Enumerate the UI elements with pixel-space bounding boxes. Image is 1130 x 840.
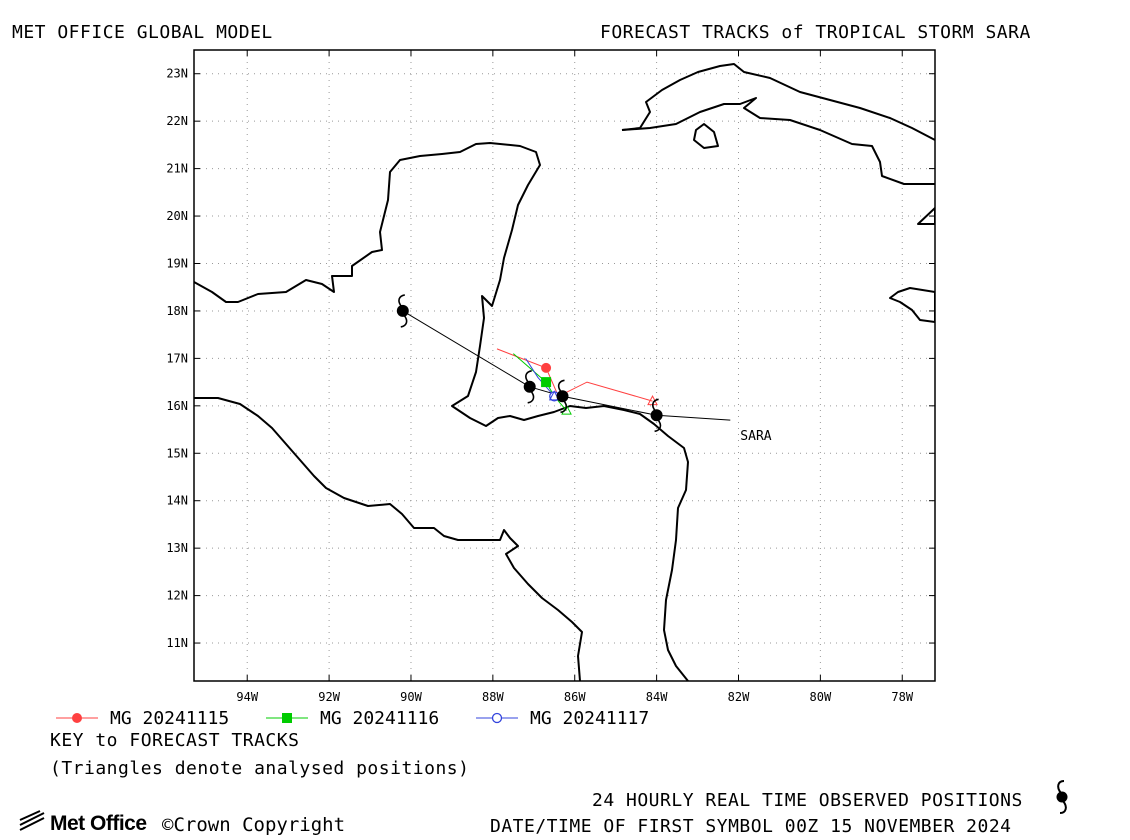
marker-mg-20241116	[541, 377, 552, 388]
observed-position-symbol-icon	[1056, 780, 1068, 814]
coastline-jamaica	[889, 287, 935, 323]
y-tick-label: 11N	[166, 636, 188, 650]
legend-label: MG 20241116	[320, 708, 440, 729]
chart-title: FORECAST TRACKS of TROPICAL STORM SARA	[600, 22, 1031, 43]
hurricane-arm	[557, 379, 565, 393]
x-tick-label: 92W	[318, 690, 340, 704]
observed-position-hurricane-icon	[650, 398, 663, 433]
coastline-pacific	[194, 397, 583, 681]
y-tick-label: 18N	[166, 304, 188, 318]
legend-label: MG 20241117	[530, 708, 650, 729]
hurricane-arm	[398, 294, 405, 308]
hurricane-eye	[396, 304, 409, 317]
hurricane-eye	[523, 380, 536, 393]
coastline-hispaniola	[917, 207, 935, 225]
track-layer	[396, 294, 731, 433]
observed-positions-note: 24 HOURLY REAL TIME OBSERVED POSITIONS	[592, 790, 1023, 811]
x-tick-label: 78W	[891, 690, 913, 704]
brand-name: Met Office	[50, 812, 147, 835]
track-line-mg-20241117	[525, 358, 555, 397]
track-line-mg-20241116	[512, 353, 567, 411]
grid	[194, 50, 935, 681]
x-tick-label: 94W	[236, 690, 258, 704]
marker-mg-20241115	[541, 362, 552, 373]
hurricane-arm	[400, 314, 408, 328]
y-tick-label: 17N	[166, 351, 188, 365]
y-tick-label: 16N	[166, 399, 188, 413]
coastline-cuba	[621, 63, 935, 141]
legend-triangles-note: (Triangles denote analysed positions)	[50, 758, 470, 779]
hurricane-eye	[556, 390, 569, 403]
observed-position-hurricane-icon	[396, 294, 409, 328]
copyright-notice: ©Crown Copyright	[162, 814, 346, 836]
x-tick-label: 88W	[482, 690, 504, 704]
observed-position-hurricane-icon	[556, 379, 569, 414]
legend-key-title: KEY to FORECAST TRACKS	[50, 730, 300, 751]
y-tick-label: 14N	[166, 494, 188, 508]
legend-marker-mg-20241115-icon	[56, 713, 98, 723]
x-tick-label: 90W	[400, 690, 422, 704]
x-tick-label: 80W	[810, 690, 832, 704]
y-tick-label: 12N	[166, 589, 188, 603]
legend-label: MG 20241115	[110, 708, 230, 729]
y-tick-label: 19N	[166, 256, 188, 270]
y-tick-label: 20N	[166, 209, 188, 223]
y-tick-label: 23N	[166, 67, 188, 81]
coastlines	[194, 63, 935, 681]
hurricane-eye	[650, 409, 663, 422]
observed-track-extension	[656, 414, 731, 421]
x-tick-label: 84W	[646, 690, 668, 704]
x-tick-label: 86W	[564, 690, 586, 704]
storm-name-label: SARA	[740, 429, 771, 444]
first-symbol-datetime: DATE/TIME OF FIRST SYMBOL 00Z 15 NOVEMBE…	[490, 816, 1012, 837]
coastline-cuba-south	[621, 97, 935, 185]
legend-marker-mg-20241117-icon	[476, 712, 518, 724]
hurricane-arm	[654, 418, 662, 433]
axis-labels: 94W 92W 90W 88W 86W 84W 82W 80W 78W 11N 12N 13N 14N 1…	[166, 50, 935, 704]
y-tick-label: 21N	[166, 162, 188, 176]
hurricane-arm	[527, 390, 535, 404]
hurricane-arm	[651, 398, 659, 412]
hurricane-arm	[525, 370, 532, 384]
analysed-triangle-mg-20241117	[548, 390, 560, 401]
x-tick-label: 82W	[728, 690, 750, 704]
met-office-logo-icon	[19, 810, 45, 831]
hurricane-arm	[560, 399, 568, 414]
coastline-mexico	[194, 142, 689, 681]
y-tick-label: 15N	[166, 446, 188, 460]
y-tick-label: 13N	[166, 541, 188, 555]
observed-position-hurricane-icon	[523, 370, 536, 404]
legend-marker-mg-20241116-icon	[266, 713, 308, 723]
observed-track-line	[402, 310, 657, 416]
plot-frame	[193, 49, 936, 682]
model-title: MET OFFICE GLOBAL MODEL	[12, 22, 273, 43]
coastline-isla-juventud	[693, 123, 719, 149]
y-tick-label: 22N	[166, 114, 188, 128]
legend: MG 20241115 MG 20241116 MG 20241117	[50, 708, 750, 729]
